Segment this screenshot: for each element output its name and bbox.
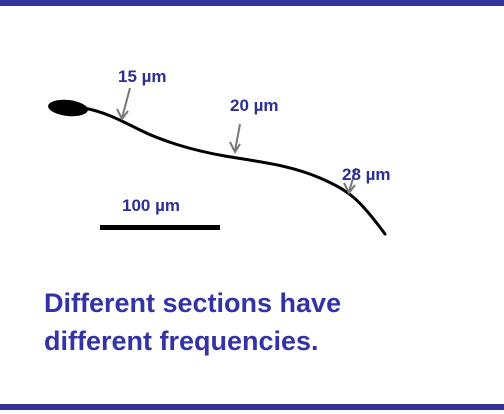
scale-label: 100 µm (122, 196, 180, 215)
cell-head (48, 99, 88, 117)
label-20: 20 µm (230, 96, 279, 115)
caption-line: different frequencies. (44, 326, 319, 356)
cell-tail (82, 106, 387, 236)
arrows (116, 87, 357, 195)
scale-bar (100, 225, 220, 230)
label-28: 28 µm (342, 165, 391, 184)
bottom-rule (0, 404, 504, 410)
top-rule (0, 0, 504, 6)
label-15: 15 µm (118, 67, 167, 86)
caption-line: Different sections have (44, 288, 342, 318)
